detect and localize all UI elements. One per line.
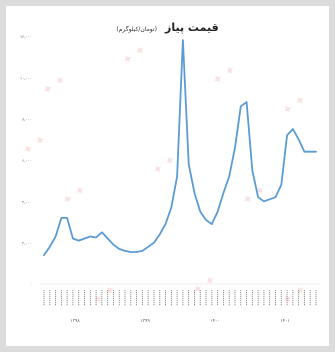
watermark-logo: ✦ ✦ xyxy=(120,42,150,69)
y-tick-label: ۲,۰۰۰ xyxy=(22,241,32,246)
watermark-logo: ✦ ✦ xyxy=(20,132,50,159)
watermark-logo: ✦ ✦ xyxy=(40,72,70,99)
x-group-label: ۱۴۰۱ xyxy=(280,319,290,324)
watermark-logo: ✦ ✦ xyxy=(280,92,310,119)
y-tick-label: ۴,۰۰۰ xyxy=(22,199,32,204)
watermark-logo: ✦ ✦ xyxy=(150,152,180,179)
chart-frame: قیمت پیاز (تومان/کیلوگرم) ✦ ✦ ✦ ✦ ✦ ✦ ✦ ✦ ✦ … xyxy=(6,6,329,346)
watermark-logo: ✦ ✦ xyxy=(240,182,270,209)
chart-title: قیمت پیاز (تومان/کیلوگرم) xyxy=(6,16,329,35)
x-group-label: ۱۴۰۰ xyxy=(210,319,220,324)
y-tick-label: ۶,۰۰۰ xyxy=(22,158,32,163)
chart-title-unit: (تومان/کیلوگرم) xyxy=(116,26,157,33)
watermark-logo: ✦ ✦ xyxy=(60,182,90,209)
y-tick-label: ۱۲,۰۰۰ xyxy=(20,34,32,39)
series-line-onion-price xyxy=(43,39,317,256)
y-tick-label: ۰ xyxy=(30,282,32,287)
watermark-logo: ✦ ✦ xyxy=(210,62,240,89)
x-group-label: ۱۳۹۸ xyxy=(70,318,80,324)
price-chart: ✦ ✦✦ ✦✦ ✦✦ ✦✦ ✦✦ ✦✦ ✦✦ ✦ ✦ ✦ ✦ ✦✦ ✦۱۲,۰۰۰۱… xyxy=(20,34,320,324)
x-group-label: ۱۳۹۹ xyxy=(140,318,150,324)
watermark-logo: ✦ ✦ xyxy=(280,282,310,309)
y-tick-label: ۱۰,۰۰۰ xyxy=(20,75,32,80)
chart-title-text: قیمت پیاز xyxy=(165,21,219,34)
watermark-logo: ✦ ✦ xyxy=(90,282,120,309)
y-tick-label: ۸,۰۰۰ xyxy=(22,117,32,122)
